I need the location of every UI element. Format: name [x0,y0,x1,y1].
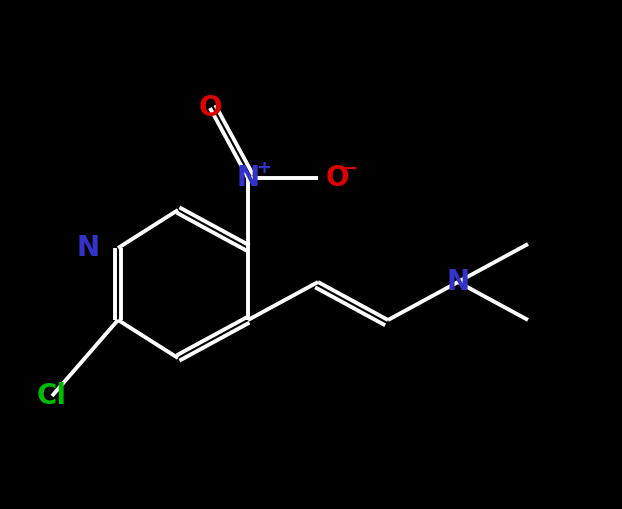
Text: N: N [77,234,100,262]
Text: N: N [447,268,470,296]
Text: +: + [256,159,271,177]
Text: O: O [326,164,350,192]
Text: N: N [236,164,259,192]
Text: Cl: Cl [37,382,67,410]
Text: −: − [342,158,358,178]
Text: O: O [198,94,222,122]
